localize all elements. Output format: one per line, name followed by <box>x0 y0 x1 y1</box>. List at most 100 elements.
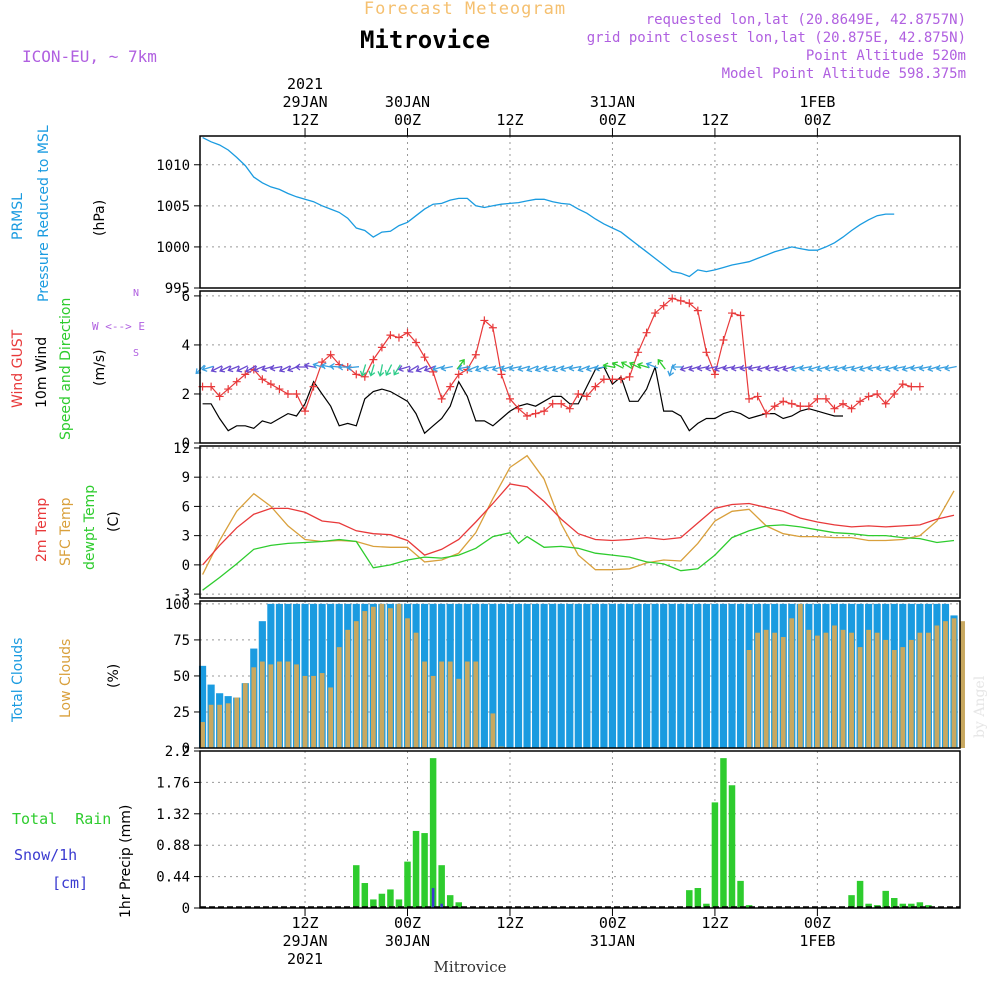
pressure-unit: (hPa) <box>92 200 108 236</box>
gust-marker <box>685 299 694 308</box>
total-cloud-bar <box>668 603 676 748</box>
y-tick-label: 0 <box>182 558 190 574</box>
wind-direction-arrow <box>278 365 291 373</box>
top-axis-label: 12Z <box>291 111 318 129</box>
snow-bar <box>431 888 435 908</box>
gust-marker <box>258 375 267 384</box>
wind-direction-arrow <box>636 362 650 369</box>
gust-marker <box>779 397 788 406</box>
wind-direction-arrow <box>368 364 376 377</box>
wind-direction-arrow <box>227 365 240 373</box>
total-cloud-bar <box>480 603 488 748</box>
low-cloud-bar <box>815 635 820 748</box>
y-tick-label: 3 <box>182 529 190 545</box>
wind-direction-arrow <box>252 365 266 373</box>
total-cloud-bar <box>540 603 548 748</box>
rain-bar <box>720 758 727 908</box>
bottom-axis-label: 00Z <box>599 914 626 932</box>
gust-marker <box>634 348 643 357</box>
low-cloud-bar <box>874 632 880 748</box>
wind-direction-arrow <box>824 364 838 372</box>
gust-marker <box>309 382 318 391</box>
y-tick-label: 0 <box>182 436 190 452</box>
panel-frame <box>199 750 961 909</box>
low-cloud-bar <box>866 629 872 748</box>
rain-bar <box>703 903 710 908</box>
total-cloud-bar <box>574 603 582 748</box>
low-cloud-bar <box>302 675 308 748</box>
y-tick-label: 1.32 <box>156 807 190 823</box>
temp-2m-label: 2m Temp <box>34 498 50 562</box>
low-cloud-bar <box>823 632 829 748</box>
gust-marker <box>446 382 455 391</box>
y-tick-label: 1000 <box>156 240 190 256</box>
gust-marker <box>804 402 813 411</box>
low-cloud-bar <box>362 611 368 748</box>
total-cloud-bar <box>557 603 565 748</box>
low-cloud-bar <box>447 661 453 748</box>
gust-marker <box>531 409 540 418</box>
wind-direction-arrow <box>269 364 283 372</box>
top-axis-label: 00Z <box>599 111 626 129</box>
wind-direction-arrow <box>210 365 223 373</box>
bottom-axis-label: 30JAN <box>385 932 430 950</box>
wind-direction-arrow <box>773 365 786 372</box>
low-cloud-bar <box>319 673 325 748</box>
low-cloud-bar <box>473 661 479 748</box>
gust-marker <box>907 382 916 391</box>
total-cloud-bar <box>327 603 335 748</box>
temp-sfc-label: SFC Temp <box>58 497 74 566</box>
low-cloud-bar <box>857 647 863 748</box>
wind-direction-arrow <box>798 364 812 372</box>
wind-direction-arrow <box>393 364 401 376</box>
gust-marker <box>232 377 241 386</box>
rain-bar <box>446 895 454 908</box>
top-axis-label: 30JAN <box>385 93 430 111</box>
low-cloud-bar <box>806 629 812 748</box>
gust-marker <box>523 412 532 421</box>
rain-bar <box>429 758 437 908</box>
bottom-axis-label: 1FEB <box>799 932 835 950</box>
y-tick-label: 6 <box>182 499 190 515</box>
gust-marker <box>821 394 830 403</box>
rain-bar <box>395 899 403 908</box>
compass-south: S <box>133 348 139 359</box>
gust-marker <box>890 389 899 398</box>
axis-layer: 9951000100510100246-3036912025507510000.… <box>156 75 835 968</box>
total-cloud-bar <box>489 603 497 748</box>
wind-direction-arrow <box>705 364 718 372</box>
gust-marker <box>540 407 549 416</box>
wind-direction-arrow <box>359 364 367 377</box>
y-tick-label: 0 <box>182 901 190 917</box>
low-cloud-bar <box>268 664 274 748</box>
wind-direction-arrow <box>543 365 556 372</box>
y-tick-label: 12 <box>173 441 190 457</box>
wind-direction-arrow <box>620 361 633 369</box>
wind-direction-arrow <box>568 364 582 372</box>
wind-direction-arrow <box>407 365 419 373</box>
y-tick-label: -3 <box>173 587 190 603</box>
gust-marker <box>599 375 608 384</box>
gust-marker <box>574 389 583 398</box>
total-cloud-bar <box>566 603 574 748</box>
temp-labels: 2m Temp SFC Temp dewpt Temp (C) <box>34 485 122 570</box>
total-rain-label: Total Rain <box>12 810 111 828</box>
low-cloud-bar <box>490 713 496 748</box>
low-cloud-bar <box>234 697 240 748</box>
gust-marker <box>266 380 275 389</box>
total-cloud-bar <box>728 603 736 748</box>
gust-marker <box>480 316 489 325</box>
grid-layer <box>200 136 960 908</box>
low-cloud-bar <box>259 661 265 748</box>
pressure-label-1: PRMSL <box>10 193 26 240</box>
rain-bar <box>891 898 898 908</box>
low-cloud-bar <box>388 608 393 748</box>
wind-direction-arrow <box>303 362 317 370</box>
wind-direction-arrow <box>944 364 957 372</box>
gust-marker <box>898 380 907 389</box>
grid-point-coords: grid point closest lon,lat (20.875E, 42.… <box>587 30 966 46</box>
point-altitude: Point Altitude 520m <box>806 48 966 64</box>
total-cloud-bar <box>600 603 608 748</box>
gust-marker <box>377 343 386 352</box>
